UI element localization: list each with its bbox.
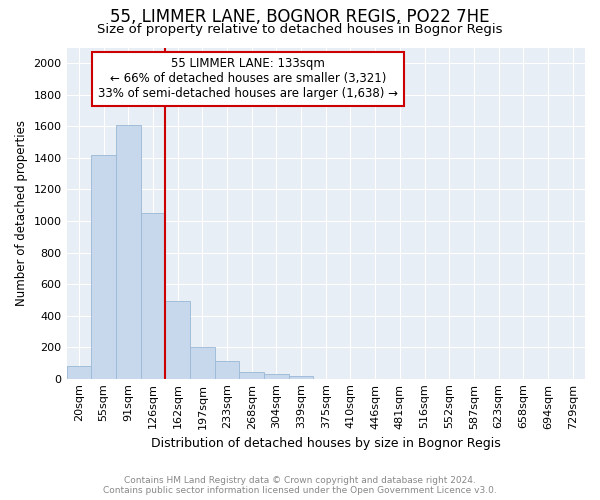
Bar xyxy=(289,376,313,378)
Text: 55 LIMMER LANE: 133sqm
← 66% of detached houses are smaller (3,321)
33% of semi-: 55 LIMMER LANE: 133sqm ← 66% of detached… xyxy=(98,58,398,100)
Bar xyxy=(239,372,264,378)
X-axis label: Distribution of detached houses by size in Bognor Regis: Distribution of detached houses by size … xyxy=(151,437,500,450)
Bar xyxy=(67,366,91,378)
Bar xyxy=(165,302,190,378)
Bar xyxy=(264,374,289,378)
Bar xyxy=(190,347,215,378)
Bar xyxy=(215,362,239,378)
Bar xyxy=(91,154,116,378)
Bar xyxy=(140,213,165,378)
Text: Size of property relative to detached houses in Bognor Regis: Size of property relative to detached ho… xyxy=(97,22,503,36)
Text: 55, LIMMER LANE, BOGNOR REGIS, PO22 7HE: 55, LIMMER LANE, BOGNOR REGIS, PO22 7HE xyxy=(110,8,490,26)
Text: Contains HM Land Registry data © Crown copyright and database right 2024.
Contai: Contains HM Land Registry data © Crown c… xyxy=(103,476,497,495)
Y-axis label: Number of detached properties: Number of detached properties xyxy=(15,120,28,306)
Bar xyxy=(116,125,140,378)
